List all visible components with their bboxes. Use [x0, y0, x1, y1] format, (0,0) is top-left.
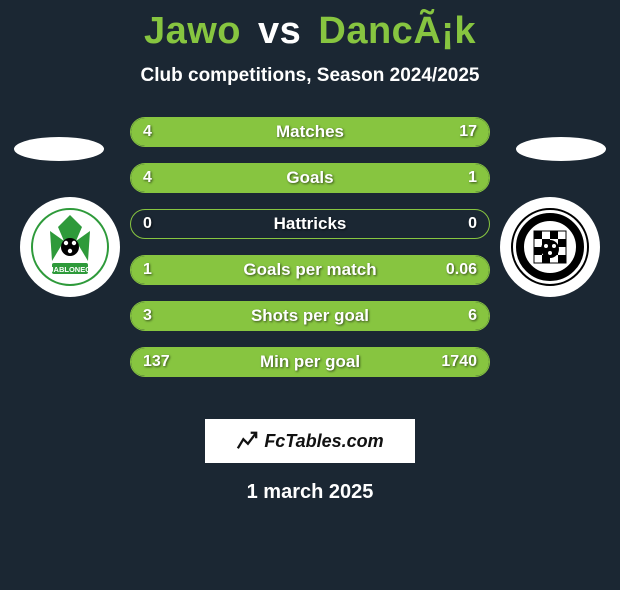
player1-name: Jawo	[144, 10, 241, 52]
hradec-crest-icon	[510, 207, 590, 287]
stat-label: Goals per match	[131, 256, 489, 284]
halo-left	[14, 137, 104, 161]
stat-row: 41Goals	[130, 163, 490, 193]
stats-list: 417Matches 41Goals 00Hattricks 10.06Goals p…	[130, 117, 490, 393]
chart-icon	[236, 430, 258, 452]
stat-label: Min per goal	[131, 348, 489, 376]
stat-label: Goals	[131, 164, 489, 192]
stat-row: 00Hattricks	[130, 209, 490, 239]
stat-row: 10.06Goals per match	[130, 255, 490, 285]
vs-text: vs	[258, 10, 301, 52]
club-badge-left: JABLONEC	[20, 197, 120, 297]
comparison-arena: JABLONEC 417Matches 41Goals 00Hattricks 10.…	[0, 117, 620, 417]
stat-row: 1371740Min per goal	[130, 347, 490, 377]
svg-text:JABLONEC: JABLONEC	[49, 265, 91, 274]
brand-text: FcTables.com	[264, 431, 383, 452]
subtitle: Club competitions, Season 2024/2025	[0, 65, 620, 87]
brand-logo: FcTables.com	[205, 419, 415, 463]
stat-row: 417Matches	[130, 117, 490, 147]
stat-label: Hattricks	[131, 210, 489, 238]
jablonec-crest-icon: JABLONEC	[30, 207, 110, 287]
player2-name: DancÃ¡k	[318, 10, 476, 52]
stat-row: 36Shots per goal	[130, 301, 490, 331]
date-text: 1 march 2025	[0, 481, 620, 504]
page-title: Jawo vs DancÃ¡k	[0, 10, 620, 53]
stat-label: Shots per goal	[131, 302, 489, 330]
club-badge-right	[500, 197, 600, 297]
halo-right	[516, 137, 606, 161]
stat-label: Matches	[131, 118, 489, 146]
